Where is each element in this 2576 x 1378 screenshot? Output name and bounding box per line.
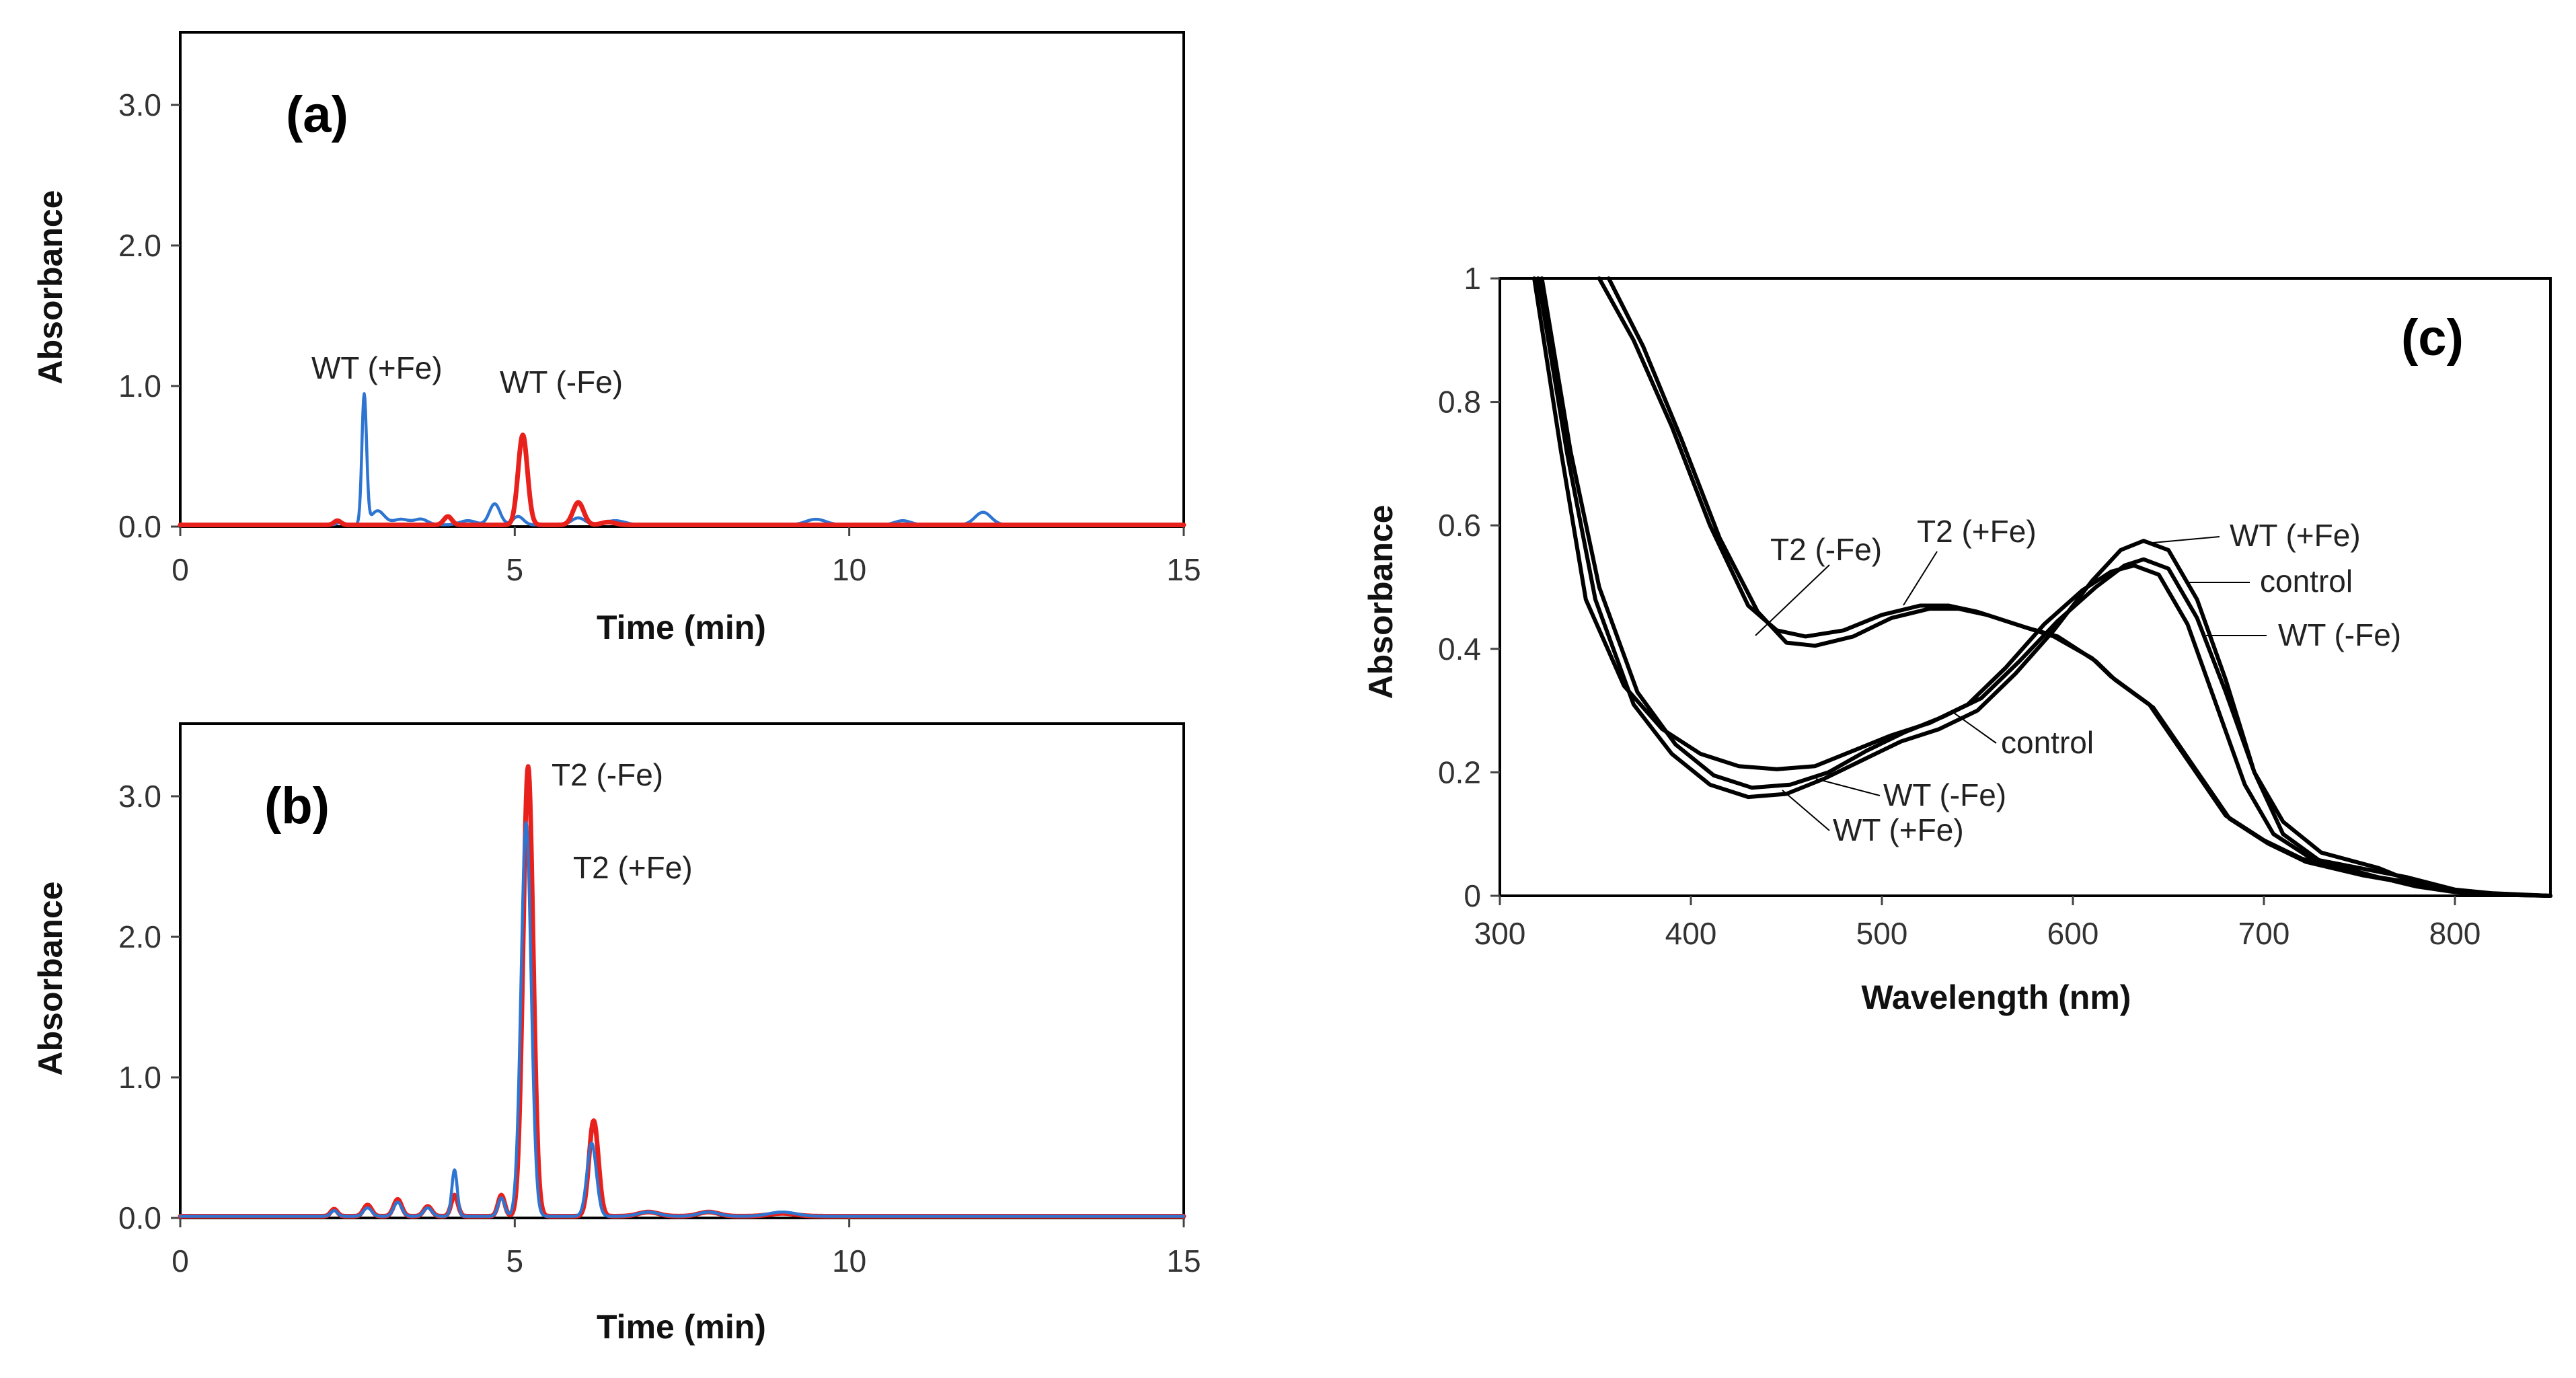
- panel-a-xtick-label: 15: [1166, 552, 1201, 587]
- panel-c-frame: [1499, 277, 2552, 897]
- panel-c-label: (c): [2401, 309, 2464, 367]
- panel-a-label: (a): [286, 86, 348, 143]
- leader-line-wt-plus-fe-low: [1782, 790, 1830, 831]
- panel-c-annotation-wt-minus-fe-low: WT (-Fe): [1883, 777, 2006, 812]
- panel-c-annotation-wt-plus-fe-right: WT (+Fe): [2230, 518, 2361, 553]
- panel-c-ytick-label: 1: [1464, 261, 1481, 296]
- panel-b-ytick-label: 0.0: [118, 1200, 161, 1235]
- panel-c-ytick-label: 0.4: [1438, 631, 1481, 666]
- panel-b-ytick-label: 1.0: [118, 1060, 161, 1095]
- panel-c-xtick-label: 600: [2047, 916, 2099, 951]
- panel-b-ytick-label: 3.0: [118, 779, 161, 814]
- panel-a-ytick-label: 3.0: [118, 87, 161, 122]
- panel-c-xtick-label: 700: [2238, 916, 2290, 951]
- panel-c-xtick-label: 800: [2429, 916, 2481, 951]
- panel-b-xtick-label: 10: [832, 1243, 866, 1278]
- panel-c-series-wt-fe: [1540, 276, 2552, 898]
- panel-c-xlabel: Wavelength (nm): [1862, 979, 2131, 1016]
- panel-c-series-t2-fe: [1606, 276, 2552, 898]
- panel-a-annotation-wt-plus-fe: WT (+Fe): [311, 350, 443, 385]
- panel-b-xtick-label: 5: [506, 1243, 524, 1278]
- panel-c-series-t2-fe: [1597, 276, 2552, 898]
- panel-a-ytick-label: 2.0: [118, 228, 161, 263]
- panel-c-annotation-control-low: control: [2001, 725, 2094, 760]
- panel-c-ytick-label: 0: [1464, 878, 1481, 913]
- panel-b-xtick-label: 15: [1166, 1243, 1201, 1278]
- panel-c-chart: (c) Wavelength (nm) Absorbance T2 (-Fe) …: [1362, 261, 2552, 1016]
- panel-c-ytick-label: 0.2: [1438, 755, 1481, 790]
- panel-c-ytick-label: 0.8: [1438, 385, 1481, 420]
- panel-c-annotation-t2-minus-fe: T2 (-Fe): [1770, 532, 1882, 567]
- panel-c-xtick-label: 300: [1474, 916, 1526, 951]
- panel-b-ytick-label: 2.0: [118, 919, 161, 954]
- panel-b-xtick-label: 0: [172, 1243, 189, 1278]
- leader-line-t2-plus-fe: [1903, 551, 1938, 606]
- panel-b-ylabel: Absorbance: [32, 882, 69, 1076]
- panel-c-ytick-label: 0.6: [1438, 508, 1481, 543]
- panel-c-annotation-t2-plus-fe: T2 (+Fe): [1917, 514, 2037, 549]
- panel-b-annotation-t2-plus-fe: T2 (+Fe): [573, 850, 693, 885]
- panel-c-series-control: [1532, 276, 2552, 898]
- leader-line-t2-minus-fe: [1755, 564, 1830, 636]
- panel-c-ylabel: Absorbance: [1362, 505, 1400, 699]
- panel-a-series-wt-fe: [178, 432, 1186, 527]
- panel-c-xtick-label: 500: [1856, 916, 1908, 951]
- panel-b-frame: [179, 722, 1185, 1219]
- panel-b-label: (b): [264, 777, 330, 835]
- panel-c-annotation-wt-minus-fe-right: WT (-Fe): [2278, 617, 2401, 652]
- panel-b-series-t2-fe: [178, 764, 1186, 1219]
- panel-a-ylabel: Absorbance: [32, 190, 69, 385]
- panel-a-chart: (a) Time (min) Absorbance WT (+Fe) WT (-…: [32, 31, 1201, 646]
- panel-a-xtick-label: 0: [172, 552, 189, 587]
- panel-a-xtick-label: 5: [506, 552, 524, 587]
- panel-c-annotation-control-right: control: [2260, 564, 2353, 599]
- panel-c-annotation-wt-plus-fe-low: WT (+Fe): [1833, 812, 1964, 847]
- panel-b-chart: (b) Time (min) Absorbance T2 (-Fe) T2 (+…: [32, 722, 1201, 1346]
- panel-c-series-wt-fe: [1536, 276, 2552, 898]
- panel-a-ytick-label: 0.0: [118, 509, 161, 544]
- panel-a-series-wt-fe: [178, 392, 1186, 527]
- leader-line-wt-minus-fe-low: [1815, 778, 1881, 796]
- panel-b-annotation-t2-minus-fe: T2 (-Fe): [552, 757, 663, 792]
- panel-b-series-t2-fe: [178, 821, 1186, 1218]
- panel-a-annotation-wt-minus-fe: WT (-Fe): [500, 365, 623, 399]
- panel-a-xlabel: Time (min): [597, 609, 766, 646]
- panel-a-ytick-label: 1.0: [118, 369, 161, 404]
- panel-b-xlabel: Time (min): [597, 1308, 766, 1346]
- panel-c-xtick-label: 400: [1665, 916, 1717, 951]
- panel-a-xtick-label: 10: [832, 552, 866, 587]
- leader-line-wt-plus-fe-right: [2145, 536, 2220, 544]
